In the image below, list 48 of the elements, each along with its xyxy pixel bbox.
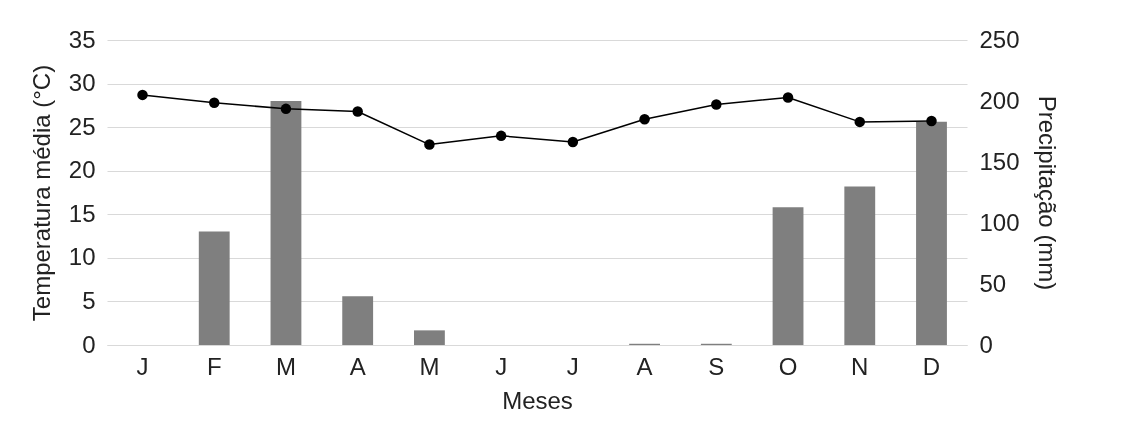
y2-tick-label: 150 (979, 147, 1020, 175)
y2-tick-label: 50 (979, 269, 1007, 297)
y-tick-label: 5 (82, 286, 96, 314)
y-tick-label: 0 (82, 330, 96, 358)
bar (198, 231, 230, 345)
x-tick-label: J (495, 352, 508, 380)
bar (844, 186, 876, 345)
y-tick-label: 20 (68, 156, 96, 184)
x-tick-label: A (349, 352, 366, 380)
y2-tick-label: 100 (979, 208, 1020, 236)
point (137, 89, 148, 101)
point (352, 106, 363, 117)
point (854, 116, 866, 128)
y-tick-label: 15 (68, 199, 96, 227)
x-tick-label: S (708, 352, 725, 380)
point (782, 92, 794, 103)
x-tick-label: F (206, 352, 222, 380)
point (567, 136, 579, 148)
point (208, 97, 220, 108)
y-tick-label: 30 (68, 69, 96, 97)
y2-tick-label: 0 (979, 330, 993, 358)
x-tick-label: O (778, 352, 798, 380)
y2-axis-title: Precipitação (mm) (1033, 95, 1061, 291)
x-tick-label: N (851, 352, 869, 380)
x-tick-label: A (636, 352, 653, 380)
x-tick-label: J (566, 352, 579, 380)
y2-tick-label: 200 (979, 86, 1020, 114)
bar (342, 296, 374, 345)
y-tick-label: 10 (68, 243, 96, 271)
x-tick-label: J (136, 352, 149, 380)
x-tick-label: M (275, 352, 296, 380)
bar (413, 330, 445, 345)
point (639, 114, 650, 125)
point (495, 130, 507, 142)
bar (916, 121, 947, 345)
point (280, 103, 292, 115)
y-tick-label: 25 (68, 112, 96, 140)
x-axis-title: Meses (502, 386, 573, 414)
y2-tick-label: 250 (979, 25, 1020, 53)
point (424, 139, 435, 150)
x-tick-label: M (419, 352, 440, 380)
point (926, 115, 937, 127)
point (711, 99, 722, 110)
x-tick-label: D (922, 352, 941, 380)
bar (270, 101, 302, 345)
y-axis-title: Temperatura média (°C) (27, 64, 55, 322)
bar (772, 207, 804, 345)
y-tick-label: 35 (68, 25, 96, 53)
